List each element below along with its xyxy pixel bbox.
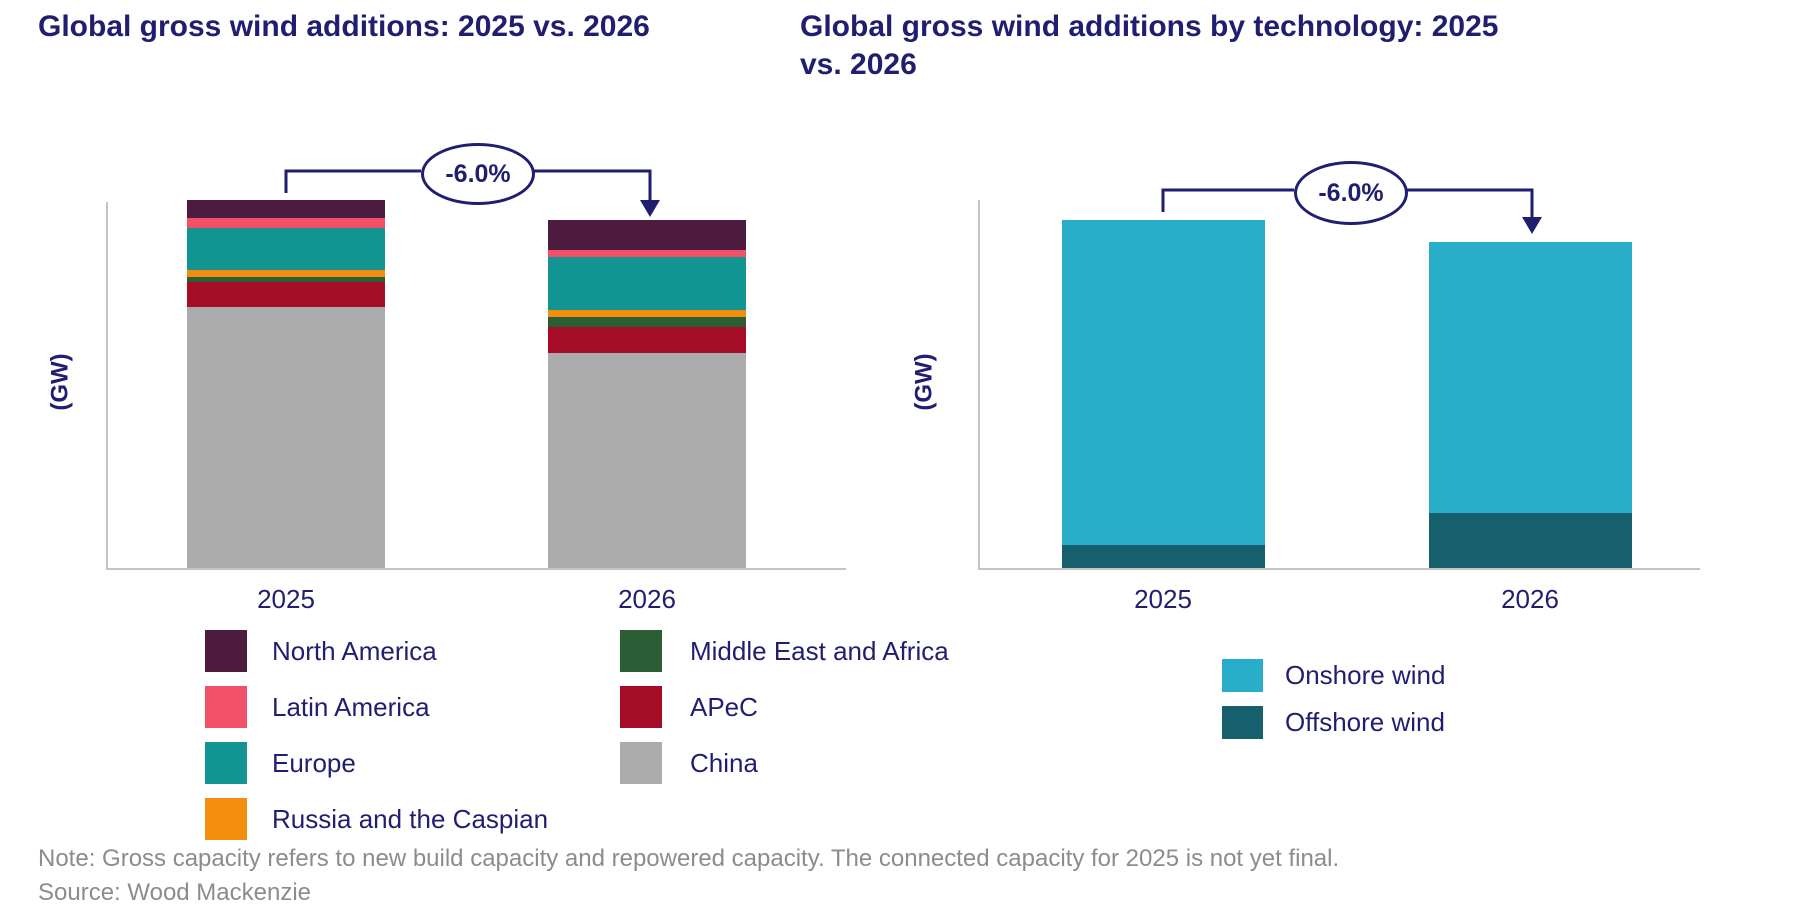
left-change-badge: -6.0%	[421, 143, 535, 205]
bar-segment-north-america	[187, 200, 385, 219]
legend-swatch	[205, 686, 247, 728]
left-chart-x-axis-line	[106, 568, 846, 570]
legend-label: Europe	[272, 747, 356, 778]
legend-swatch	[205, 798, 247, 840]
bar-segment-europe	[548, 257, 746, 311]
bar-segment-russia-and-the-caspian	[548, 310, 746, 318]
bar-segment-middle-east-and-africa	[187, 276, 385, 283]
left-chart-arrowhead-icon	[640, 200, 660, 217]
legend-swatch	[620, 742, 662, 784]
left-chart-bracket	[284, 169, 652, 203]
note-text: Note: Gross capacity refers to new build…	[38, 845, 1340, 872]
left-chart-title: Global gross wind additions: 2025 vs. 20…	[38, 10, 650, 43]
bar-segment-north-america	[548, 219, 746, 251]
legend-label: Offshore wind	[1285, 707, 1445, 737]
legend-swatch	[620, 630, 662, 672]
source-text: Source: Wood Mackenzie	[38, 879, 312, 906]
x-tick-label: 2025	[257, 584, 315, 614]
bar-segment-offshore-wind	[1061, 545, 1265, 568]
legend-label: APeC	[690, 691, 758, 722]
legend-swatch	[205, 630, 247, 672]
left-chart-y-axis-line	[106, 202, 108, 568]
right-chart-y-axis-line	[978, 200, 980, 568]
right-change-badge: -6.0%	[1294, 161, 1408, 225]
legend-label: Onshore wind	[1285, 660, 1446, 690]
legend-swatch	[1222, 706, 1263, 739]
bar-segment-onshore-wind	[1061, 220, 1265, 546]
x-tick-label: 2026	[1501, 584, 1559, 614]
right-chart-title: Global gross wind additions by technolog…	[800, 10, 1499, 81]
x-tick-label: 2026	[618, 584, 676, 614]
legend-label: China	[690, 747, 758, 778]
bar-segment-china	[548, 353, 746, 568]
bar-segment-russia-and-the-caspian	[187, 269, 385, 277]
bar-segment-apec	[187, 282, 385, 308]
bar-segment-middle-east-and-africa	[548, 317, 746, 327]
x-tick-label: 2025	[1134, 584, 1192, 614]
bar-segment-china	[187, 307, 385, 568]
legend-label: Russia and the Caspian	[272, 803, 549, 834]
bar-segment-latin-america	[187, 218, 385, 228]
bar-segment-apec	[548, 326, 746, 354]
legend-label: North America	[272, 635, 437, 666]
bar-segment-onshore-wind	[1428, 241, 1632, 513]
legend-label: Latin America	[272, 691, 430, 722]
legend-swatch	[1222, 659, 1263, 692]
legend-swatch	[205, 742, 247, 784]
legend-label: Middle East and Africa	[690, 635, 949, 666]
legend-swatch	[620, 686, 662, 728]
bar-segment-offshore-wind	[1428, 513, 1632, 568]
bar-segment-latin-america	[548, 250, 746, 258]
right-chart-x-axis-line	[978, 568, 1700, 570]
right-chart-bracket	[1161, 188, 1534, 220]
right-chart-arrowhead-icon	[1522, 217, 1542, 234]
bar-segment-europe	[187, 227, 385, 270]
